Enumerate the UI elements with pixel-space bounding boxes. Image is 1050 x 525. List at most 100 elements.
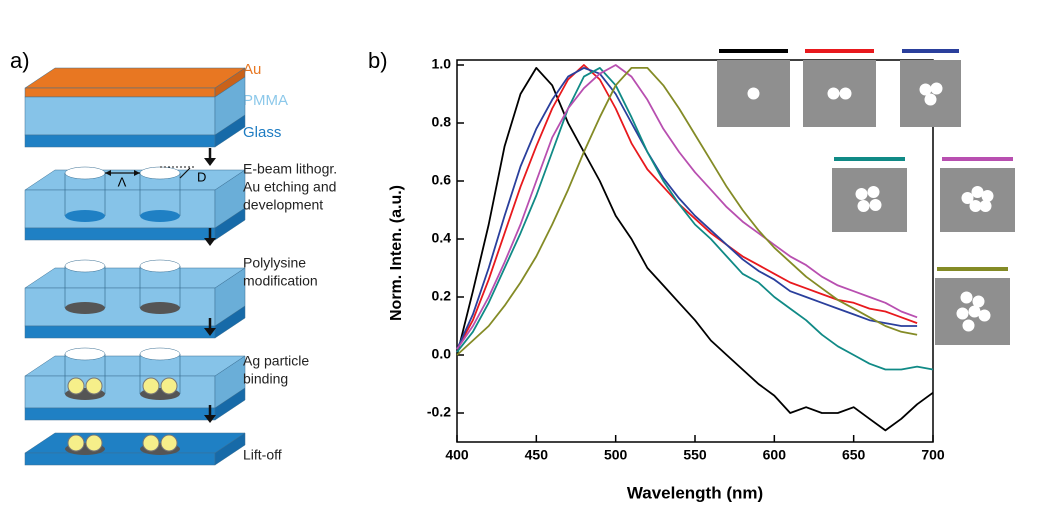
- y-tick-label: 0.0: [432, 346, 452, 362]
- sem-image: [940, 168, 1015, 232]
- sem-particle: [962, 319, 975, 332]
- x-tick-label: 600: [763, 447, 787, 463]
- ag-particle: [85, 434, 103, 452]
- step-text: development: [243, 197, 323, 213]
- x-axis-label: Wavelength (nm): [627, 483, 763, 502]
- sem-particle: [930, 82, 943, 95]
- d-symbol: D: [197, 169, 206, 184]
- sem-particle: [867, 186, 880, 198]
- slab-front: [24, 189, 216, 229]
- layer-glass: Glass: [243, 124, 281, 141]
- slab-front: [24, 134, 216, 148]
- y-tick-label: -0.2: [427, 404, 451, 420]
- step-text: binding: [243, 371, 288, 387]
- sem-particle: [839, 87, 852, 100]
- ag-particle: [142, 377, 160, 395]
- well-top: [139, 166, 181, 180]
- slab-side: [214, 305, 246, 339]
- slab-front: [24, 96, 216, 136]
- sem-particle: [979, 200, 992, 212]
- ag-particle: [142, 434, 160, 452]
- lambda-symbol: Λ: [118, 174, 127, 189]
- well-top: [139, 259, 181, 273]
- well-top: [139, 347, 181, 361]
- slab-front: [24, 87, 216, 98]
- well-top: [64, 166, 106, 180]
- well-top: [64, 259, 106, 273]
- sem-particle: [968, 305, 981, 318]
- sem-particle: [978, 309, 991, 322]
- sem-particle: [981, 190, 994, 202]
- step-text: Au etching and: [243, 179, 336, 195]
- y-axis-label: Norm. Inten. (a.u.): [388, 185, 405, 321]
- panel-b-label: b): [368, 48, 388, 73]
- arrow-head: [204, 415, 216, 423]
- series-line: [456, 67, 918, 356]
- well-top: [64, 347, 106, 361]
- ag-particle: [160, 434, 178, 452]
- sem-particle: [969, 200, 982, 212]
- d-arrow: [179, 167, 191, 179]
- layer-pmma: PMMA: [243, 92, 288, 109]
- sem-particle: [972, 295, 985, 308]
- sem-particle: [747, 87, 760, 100]
- sem-particle: [956, 307, 969, 320]
- ag-particle: [67, 377, 85, 395]
- slab-front: [24, 287, 216, 327]
- sem-particle: [869, 199, 882, 211]
- layer-au: Au: [243, 61, 261, 78]
- sem-particle: [961, 192, 974, 204]
- x-tick-label: 450: [525, 447, 549, 463]
- sem-particle: [855, 188, 868, 200]
- well-bottom: [140, 210, 180, 222]
- series-line: [456, 67, 934, 371]
- slab-front: [24, 325, 216, 339]
- slab-front: [24, 375, 216, 409]
- series-line: [456, 67, 918, 350]
- step-text: E-beam lithogr.: [243, 161, 337, 177]
- slab-side: [214, 432, 246, 466]
- x-tick-label: 550: [683, 447, 707, 463]
- step-text: Polylysine: [243, 255, 306, 271]
- ag-particle: [160, 377, 178, 395]
- ag-particle: [85, 377, 103, 395]
- sem-particle: [924, 93, 937, 106]
- x-tick-label: 700: [921, 447, 945, 463]
- well-bottom: [65, 210, 105, 222]
- step-text: Lift-off: [243, 447, 282, 463]
- slab-front: [24, 452, 216, 466]
- sem-particle: [971, 186, 984, 198]
- arrow-head: [204, 238, 216, 246]
- arrow-head: [134, 170, 140, 176]
- slab-side: [214, 114, 246, 148]
- slab-front: [24, 227, 216, 241]
- step-text: modification: [243, 273, 318, 289]
- sem-particle: [919, 83, 932, 96]
- slab-top: [24, 67, 246, 89]
- x-tick-label: 650: [842, 447, 866, 463]
- y-tick-label: 0.6: [432, 172, 452, 188]
- sem-particle: [827, 87, 840, 100]
- well-bottom: [65, 302, 105, 314]
- panel-a-label: a): [10, 48, 30, 73]
- y-tick-label: 0.4: [432, 230, 452, 246]
- slab-top: [24, 432, 246, 454]
- y-tick-label: 1.0: [432, 56, 452, 72]
- arrow-head: [204, 158, 216, 166]
- arrow-head: [105, 170, 111, 176]
- sem-image: [832, 168, 907, 232]
- slab-front: [24, 407, 216, 421]
- slab-side: [214, 207, 246, 241]
- slab-top: [24, 355, 246, 377]
- well-bottom: [140, 302, 180, 314]
- y-tick-label: 0.8: [432, 114, 452, 130]
- x-tick-label: 500: [604, 447, 628, 463]
- x-tick-label: 400: [445, 447, 469, 463]
- arrow-head: [204, 328, 216, 336]
- series-line: [456, 67, 934, 432]
- y-tick-label: 0.2: [432, 288, 452, 304]
- sem-particle: [857, 200, 870, 212]
- series-line: [456, 64, 918, 350]
- sem-particle: [960, 291, 973, 304]
